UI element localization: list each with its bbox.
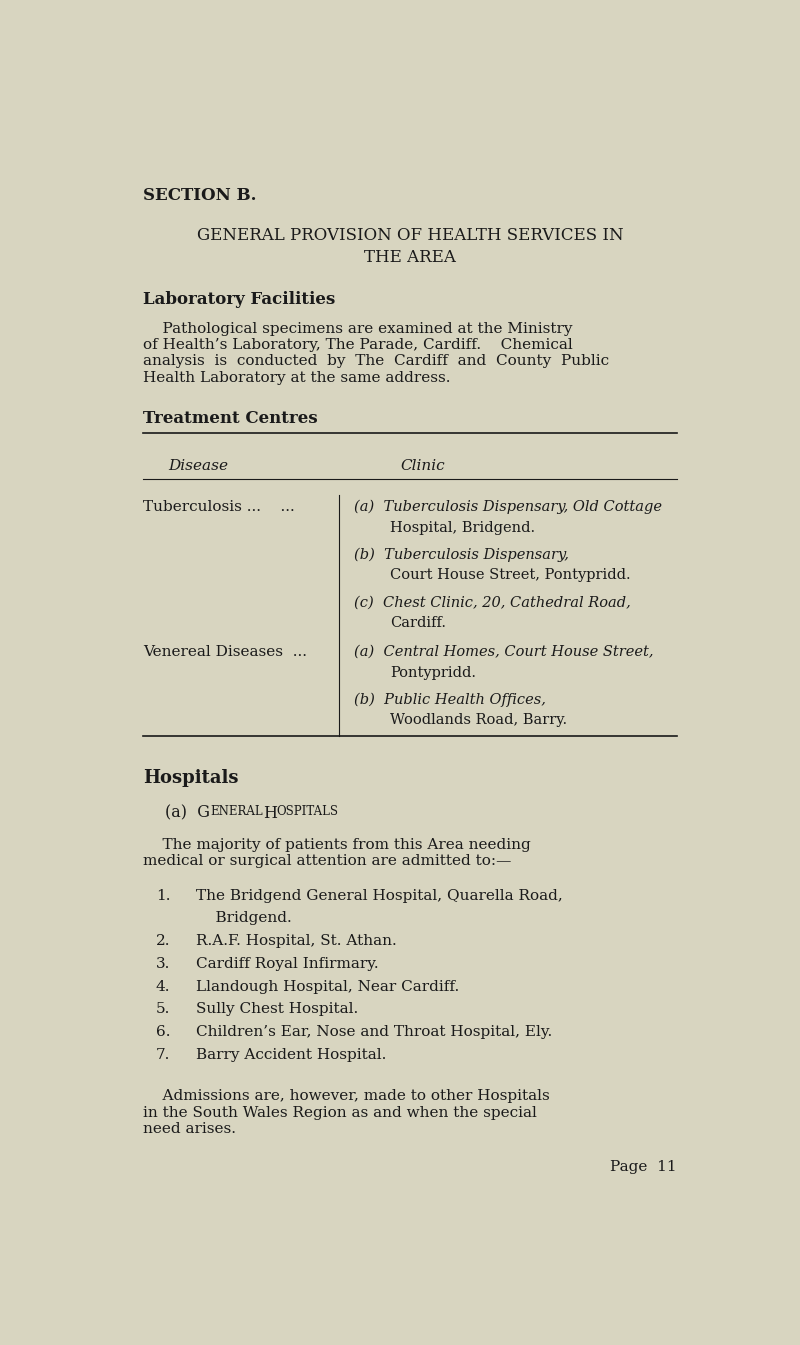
Text: ENERAL: ENERAL [210, 804, 263, 818]
Text: The Bridgend General Hospital, Quarella Road,: The Bridgend General Hospital, Quarella … [196, 889, 563, 904]
Text: (a)  Tuberculosis Dispensary, Old Cottage: (a) Tuberculosis Dispensary, Old Cottage [354, 500, 662, 514]
Text: Venereal Diseases  ...: Venereal Diseases ... [143, 646, 307, 659]
Text: (b)  Tuberculosis Dispensary,: (b) Tuberculosis Dispensary, [354, 547, 569, 562]
Text: Clinic: Clinic [401, 459, 446, 472]
Text: Sully Chest Hospital.: Sully Chest Hospital. [196, 1002, 358, 1017]
Text: (c)  Chest Clinic, 20, Cathedral Road,: (c) Chest Clinic, 20, Cathedral Road, [354, 596, 631, 609]
Text: Pathological specimens are examined at the Ministry
of Health’s Laboratory, The : Pathological specimens are examined at t… [143, 321, 610, 385]
Text: OSPITALS: OSPITALS [277, 804, 338, 818]
Text: Tuberculosis ...    ...: Tuberculosis ... ... [143, 500, 295, 514]
Text: 5.: 5. [156, 1002, 170, 1017]
Text: GENERAL PROVISION OF HEALTH SERVICES IN: GENERAL PROVISION OF HEALTH SERVICES IN [197, 227, 623, 243]
Text: Admissions are, however, made to other Hospitals
in the South Wales Region as an: Admissions are, however, made to other H… [143, 1089, 550, 1135]
Text: Bridgend.: Bridgend. [196, 911, 292, 925]
Text: Disease: Disease [168, 459, 228, 472]
Text: 6.: 6. [156, 1025, 170, 1040]
Text: R.A.F. Hospital, St. Athan.: R.A.F. Hospital, St. Athan. [196, 933, 397, 948]
Text: (b)  Public Health Offices,: (b) Public Health Offices, [354, 693, 546, 707]
Text: H: H [263, 804, 277, 822]
Text: SECTION B.: SECTION B. [143, 187, 257, 204]
Text: Cardiff Royal Infirmary.: Cardiff Royal Infirmary. [196, 956, 378, 971]
Text: Page  11: Page 11 [610, 1161, 677, 1174]
Text: THE AREA: THE AREA [364, 249, 456, 266]
Text: Children’s Ear, Nose and Throat Hospital, Ely.: Children’s Ear, Nose and Throat Hospital… [196, 1025, 552, 1040]
Text: (a)  Central Homes, Court House Street,: (a) Central Homes, Court House Street, [354, 646, 654, 659]
Text: Llandough Hospital, Near Cardiff.: Llandough Hospital, Near Cardiff. [196, 979, 459, 994]
Text: Treatment Centres: Treatment Centres [143, 410, 318, 426]
Text: Laboratory Facilities: Laboratory Facilities [143, 291, 336, 308]
Text: Woodlands Road, Barry.: Woodlands Road, Barry. [390, 713, 567, 728]
Text: Pontypridd.: Pontypridd. [390, 666, 476, 679]
Text: 7.: 7. [156, 1048, 170, 1063]
Text: Cardiff.: Cardiff. [390, 616, 446, 629]
Text: (a)  G: (a) G [165, 804, 210, 822]
Text: Barry Accident Hospital.: Barry Accident Hospital. [196, 1048, 386, 1063]
Text: 2.: 2. [156, 933, 170, 948]
Text: Hospitals: Hospitals [143, 769, 239, 787]
Text: Court House Street, Pontypridd.: Court House Street, Pontypridd. [390, 569, 630, 582]
Text: 3.: 3. [156, 956, 170, 971]
Text: The majority of patients from this Area needing
medical or surgical attention ar: The majority of patients from this Area … [143, 838, 531, 868]
Text: Hospital, Bridgend.: Hospital, Bridgend. [390, 521, 535, 535]
Text: 4.: 4. [156, 979, 170, 994]
Text: 1.: 1. [156, 889, 170, 904]
